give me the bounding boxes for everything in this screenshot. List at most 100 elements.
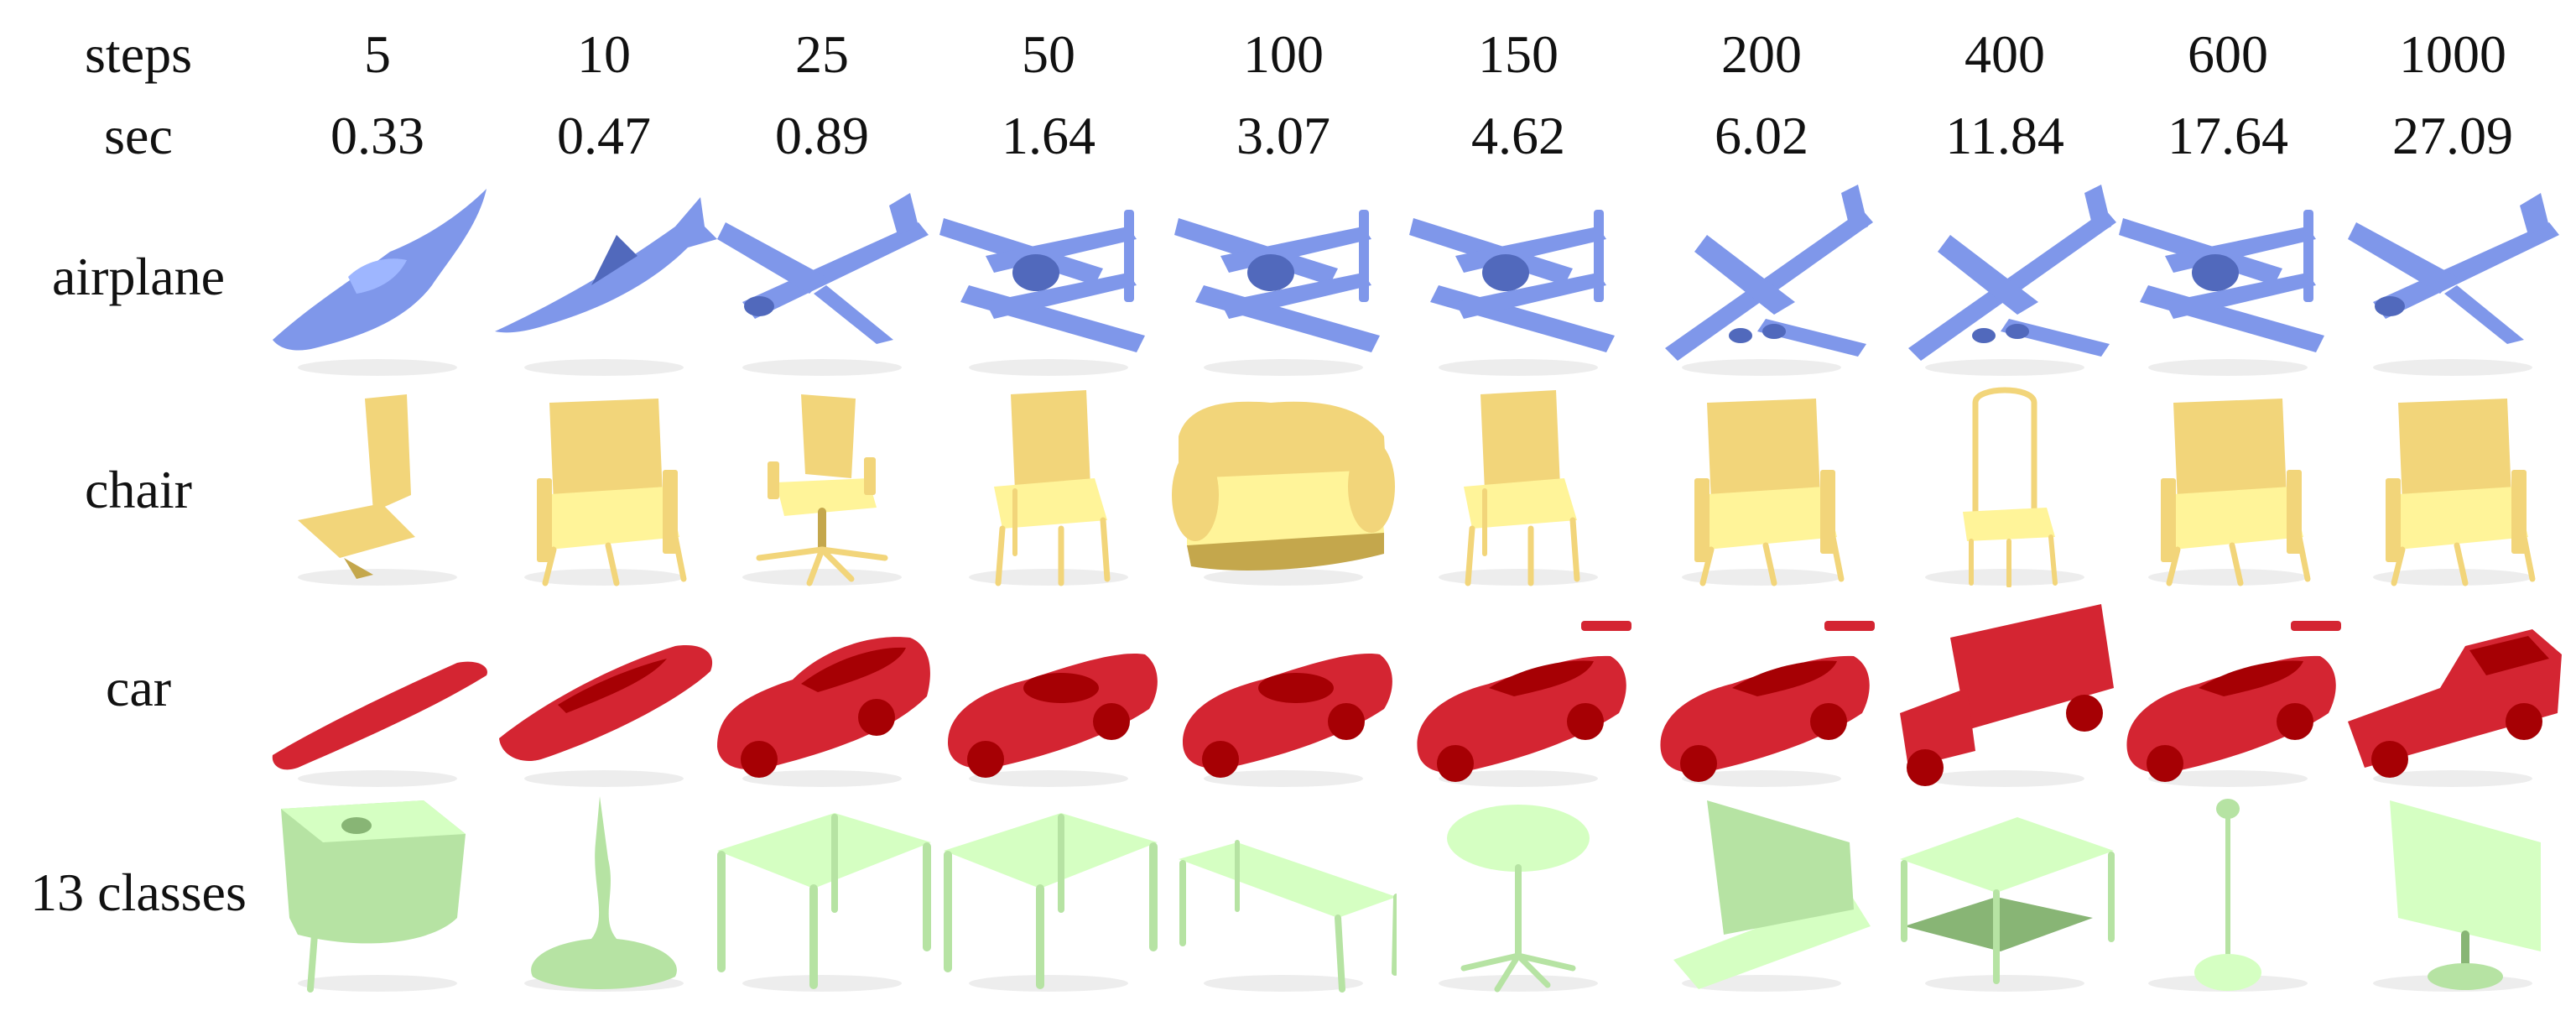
shape-render: [491, 587, 717, 789]
monitor-part: [2390, 800, 2541, 951]
airliner-part: [1938, 235, 2038, 315]
fighter-jet-part: [591, 235, 637, 285]
convertible-part: [1023, 673, 1099, 703]
bench-part: [1392, 894, 1397, 976]
ground-shadow: [524, 359, 684, 376]
propeller-airplane-part: [744, 296, 774, 316]
ground-shadow: [298, 975, 457, 992]
armchair-part: [549, 399, 663, 503]
row-label: chair: [85, 460, 192, 519]
armchair-part: [537, 478, 552, 562]
ground-shadow: [2373, 569, 2532, 586]
sec-value: 0.33: [330, 106, 424, 165]
sec-value: 3.07: [1236, 106, 1330, 165]
sports-car-part: [2126, 655, 2336, 774]
sports-car-part: [2291, 621, 2341, 631]
steps-value: 100: [1243, 24, 1324, 84]
sports-car-icon: [1660, 621, 1875, 787]
armchair-part: [1707, 399, 1820, 503]
sofa-part: [1187, 470, 1384, 553]
shape-render: [2115, 386, 2341, 587]
sports-car-part: [1660, 655, 1870, 774]
office-chair-part: [776, 478, 877, 516]
armless-chair-part: [298, 503, 415, 558]
sports-car-part: [1567, 703, 1604, 740]
shape-render: [1405, 792, 1631, 993]
ground-shadow: [742, 770, 902, 787]
twin-boom-airplane-part: [1359, 210, 1369, 302]
ground-shadow: [524, 569, 684, 586]
twin-boom-airplane-part: [1124, 210, 1134, 302]
twin-boom-airplane-part: [1455, 273, 1606, 319]
propeller-airplane-part: [2373, 222, 2559, 319]
ground-shadow: [969, 359, 1128, 376]
sec-value: 17.64: [2167, 106, 2288, 165]
airliner-part: [2084, 185, 2111, 235]
shape-render: [935, 386, 1162, 587]
airliner-icon: [1908, 185, 2116, 376]
shape-render: [1405, 587, 1631, 789]
armless-chair-part: [365, 394, 411, 512]
sports-car-icon: [2126, 621, 2341, 787]
shape-render: [2115, 587, 2341, 789]
wire-chair-part: [1972, 387, 2037, 520]
armchair-part: [1699, 546, 1715, 586]
twin-boom-airplane-part: [1220, 273, 1371, 319]
propeller-airplane-part: [2375, 296, 2405, 316]
flat-car-part: [272, 661, 487, 770]
propeller-airplane-part: [2348, 222, 2457, 294]
office-chair-icon: [742, 394, 902, 586]
propeller-airplane-part: [889, 193, 919, 235]
monitor-icon: [2373, 800, 2541, 992]
office-chair-part: [819, 546, 888, 561]
propeller-airplane-part: [2444, 285, 2524, 344]
ground-shadow: [2148, 770, 2308, 787]
sec-value: 0.89: [775, 106, 869, 165]
armchair-part: [542, 546, 557, 586]
armchair-part: [2454, 542, 2469, 586]
round-table-part: [1460, 952, 1522, 972]
shape-render: [1648, 386, 1875, 587]
twin-boom-airplane-part: [1012, 254, 1059, 291]
sports-car-part: [1489, 660, 1594, 696]
armchair-part: [1829, 534, 1845, 582]
twin-boom-airplane-part: [1247, 254, 1294, 291]
ground-shadow: [742, 569, 902, 586]
pickup-truck-part: [2506, 703, 2542, 740]
ground-shadow: [1682, 569, 1841, 586]
ground-shadow: [2148, 359, 2308, 376]
sedan-part: [741, 741, 778, 778]
monitor-part: [2428, 963, 2503, 990]
twin-boom-airplane-icon: [2119, 210, 2324, 376]
armchair-part: [537, 487, 679, 550]
ground-shadow: [742, 975, 902, 992]
armchair-icon: [2373, 399, 2536, 586]
convertible-part: [1258, 673, 1334, 703]
shape-render: [1170, 587, 1397, 789]
convertible-icon: [948, 654, 1158, 787]
shape-render: [709, 176, 935, 378]
sports-car-part: [1732, 660, 1837, 696]
propeller-airplane-icon: [717, 193, 929, 376]
shape-render: [1648, 176, 1875, 378]
propeller-airplane-part: [742, 222, 929, 319]
box-truck-part: [1907, 749, 1944, 786]
stingray-airplane-part: [348, 258, 407, 294]
sec-value: 0.47: [557, 106, 651, 165]
floor-lamp-part: [2216, 799, 2240, 819]
ground-shadow: [1925, 975, 2084, 992]
wire-chair-part: [2048, 534, 2058, 586]
sleek-car-icon: [499, 645, 713, 787]
convertible-part: [1328, 703, 1365, 740]
shape-render: [1170, 176, 1397, 378]
twin-boom-airplane-icon: [1174, 210, 1380, 376]
armchair-part: [2287, 470, 2302, 554]
shape-render: [1892, 792, 2118, 993]
office-chair-part: [768, 461, 779, 499]
sec-value: 6.02: [1715, 106, 1808, 165]
table-part: [717, 813, 931, 889]
steps-value: 150: [1478, 24, 1559, 84]
armchair-part: [2173, 399, 2287, 503]
sports-car-part: [1680, 745, 1717, 782]
shape-render: [935, 587, 1162, 789]
